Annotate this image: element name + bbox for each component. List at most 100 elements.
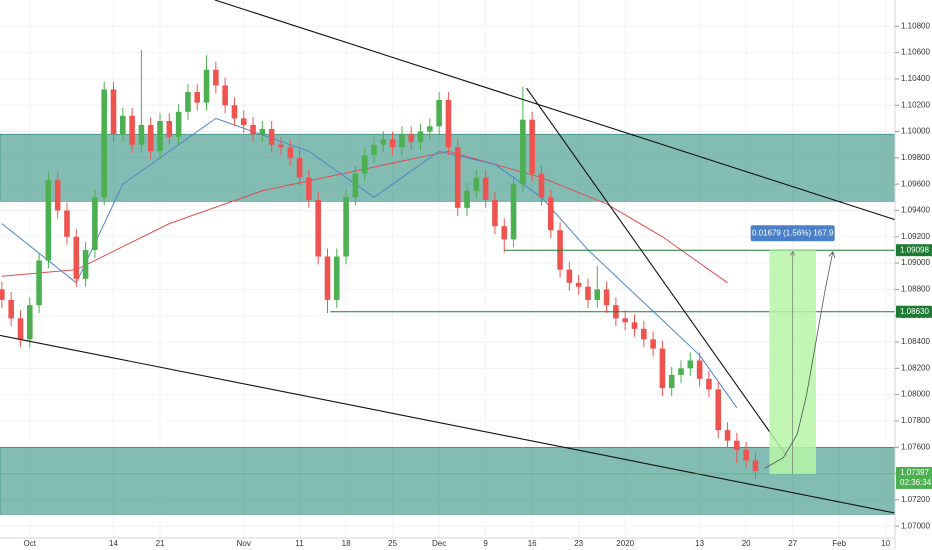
y-tick-label: 1.10200 bbox=[901, 100, 930, 109]
candle-body bbox=[194, 92, 201, 103]
x-tick-label: Feb bbox=[832, 539, 846, 548]
y-tick-label: 1.08000 bbox=[901, 390, 930, 399]
candle-body bbox=[175, 111, 182, 137]
candle-body bbox=[343, 197, 349, 257]
y-tick-label: 1.08800 bbox=[901, 284, 930, 293]
projection-curve bbox=[764, 253, 833, 469]
candle-body bbox=[427, 126, 433, 132]
candle-body bbox=[585, 286, 591, 300]
y-tick-label: 1.09200 bbox=[901, 232, 930, 241]
candle-body bbox=[73, 236, 80, 279]
candle-body bbox=[389, 139, 396, 148]
y-tick-label: 1.10600 bbox=[901, 48, 930, 57]
candle-body bbox=[594, 289, 601, 300]
x-tick-label: 20 bbox=[742, 539, 751, 548]
candle-body bbox=[259, 128, 266, 135]
candle-body bbox=[8, 299, 14, 319]
candle-body bbox=[399, 134, 405, 148]
candle-body bbox=[641, 328, 647, 340]
candle-body bbox=[45, 180, 52, 261]
candle-body bbox=[501, 226, 508, 240]
x-tick-label: 27 bbox=[788, 539, 797, 548]
candle-body bbox=[333, 256, 340, 300]
candle-body bbox=[631, 322, 638, 329]
candle-body bbox=[520, 119, 526, 185]
trendline bbox=[526, 87, 788, 457]
candle-body bbox=[138, 124, 145, 145]
candle-body bbox=[566, 269, 573, 283]
candle-body bbox=[482, 177, 489, 200]
candle-body bbox=[120, 115, 126, 135]
y-tick-label: 1.09800 bbox=[901, 153, 930, 162]
x-tick-label: 13 bbox=[695, 539, 704, 548]
candle-body bbox=[408, 134, 415, 143]
candle-body bbox=[473, 177, 480, 191]
candle-body bbox=[668, 374, 675, 389]
x-tick-label: 11 bbox=[295, 539, 304, 548]
x-tick-label: 14 bbox=[109, 539, 118, 548]
candle-body bbox=[724, 430, 731, 441]
x-tick-label: 10 bbox=[881, 539, 890, 548]
candle-body bbox=[445, 99, 452, 148]
x-tick-label: 21 bbox=[156, 539, 165, 548]
candle-body bbox=[213, 69, 219, 86]
candle-body bbox=[417, 131, 424, 143]
last-price-label: 1.07397 bbox=[900, 468, 929, 477]
y-tick-label: 1.08200 bbox=[901, 363, 930, 372]
candle-body bbox=[371, 144, 377, 156]
candle-body bbox=[17, 318, 24, 340]
price-tag bbox=[896, 244, 932, 257]
candle-body bbox=[454, 147, 461, 208]
candle-body bbox=[752, 460, 759, 471]
candle-body bbox=[464, 190, 470, 208]
candle-body bbox=[529, 119, 535, 174]
position-label-box bbox=[750, 225, 835, 242]
candle-body bbox=[36, 260, 42, 306]
candle-body bbox=[436, 99, 442, 127]
candle-body bbox=[129, 115, 135, 145]
candle-body bbox=[0, 289, 5, 300]
trendline bbox=[0, 334, 896, 514]
candle-body bbox=[54, 180, 61, 211]
candle-body bbox=[538, 173, 545, 198]
y-tick-label: 1.09000 bbox=[901, 258, 930, 267]
candle-body bbox=[510, 184, 517, 240]
candle-body bbox=[603, 289, 610, 306]
candle-body bbox=[287, 147, 294, 158]
candle-body bbox=[315, 199, 321, 257]
y-tick-label: 1.10000 bbox=[901, 127, 930, 136]
candle-body bbox=[82, 249, 89, 279]
x-tick-label: Oct bbox=[24, 539, 37, 548]
candle-body bbox=[324, 256, 331, 300]
candle-body bbox=[734, 440, 740, 450]
x-tick-label: Nov bbox=[237, 539, 251, 548]
y-tick-label: 1.08400 bbox=[901, 337, 930, 346]
candle-body bbox=[706, 378, 712, 390]
candle-body bbox=[92, 197, 98, 250]
y-tick-label: 1.07600 bbox=[901, 442, 930, 451]
candle-body bbox=[147, 124, 154, 152]
moving-average bbox=[1, 117, 738, 409]
candle-body bbox=[743, 449, 749, 461]
last-price-tag bbox=[896, 466, 932, 489]
candle-body bbox=[715, 389, 722, 431]
candle-body bbox=[547, 197, 554, 231]
price-axis bbox=[895, 0, 932, 550]
candle-body bbox=[361, 155, 368, 174]
candle-body bbox=[157, 121, 163, 152]
candle-body bbox=[185, 92, 191, 112]
candle-body bbox=[296, 157, 303, 178]
x-tick-label: Dec bbox=[432, 539, 446, 548]
candle-body bbox=[231, 105, 238, 119]
x-tick-label: 25 bbox=[388, 539, 397, 548]
candle-body bbox=[278, 144, 284, 148]
trendline bbox=[214, 0, 896, 221]
price-tag-label: 1.08630 bbox=[900, 307, 929, 316]
candle-body bbox=[380, 139, 387, 145]
x-tick-label: 9 bbox=[483, 539, 488, 548]
candle-body bbox=[110, 89, 117, 135]
x-tick-label: 23 bbox=[574, 539, 583, 548]
position-label: 0.01679 (1.56%) 167.9 bbox=[752, 228, 834, 237]
moving-average bbox=[1, 150, 728, 284]
